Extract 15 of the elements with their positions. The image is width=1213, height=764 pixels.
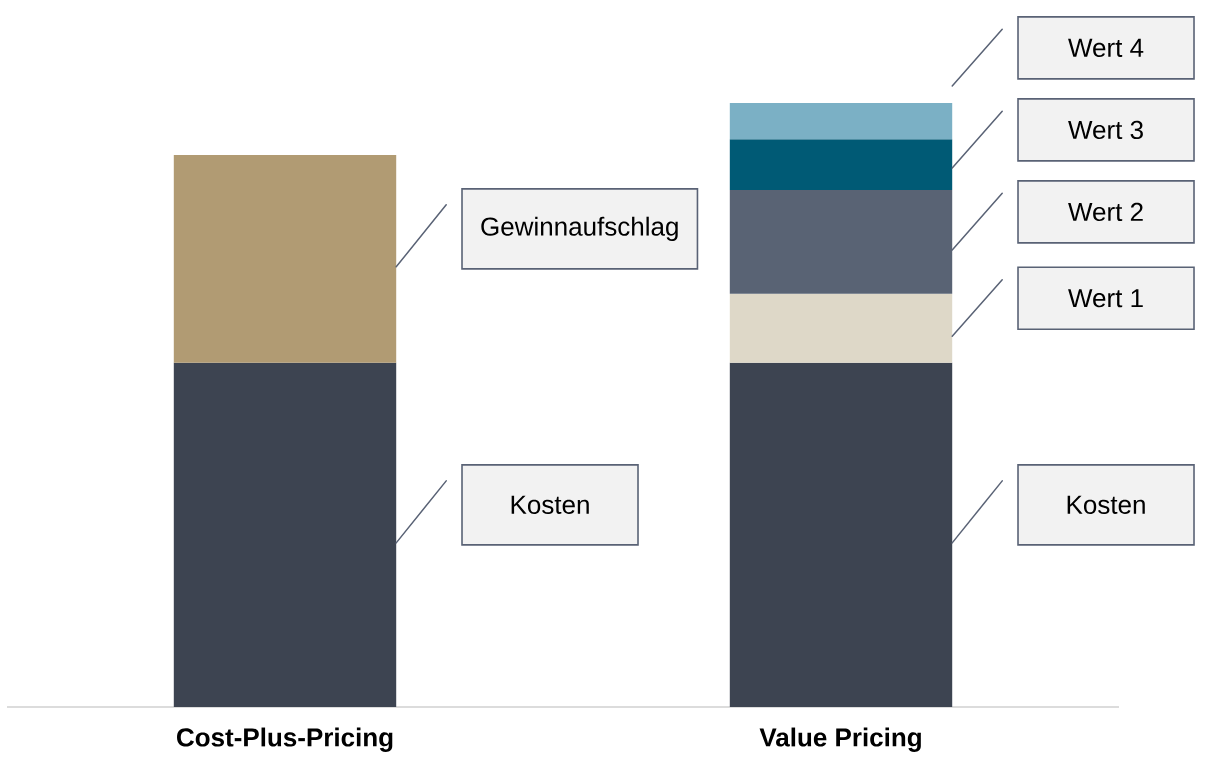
text: Wert 4 — [1068, 38, 1144, 57]
annotation: Wert 3 — [1068, 120, 1143, 140]
annotation: Wert 1 — [1068, 289, 1143, 308]
annotation: Wert 2 — [1068, 202, 1143, 222]
annotation: Kosten — [511, 495, 589, 514]
annotation: Kosten — [1067, 495, 1145, 514]
bar — [173, 154, 397, 363]
bar — [729, 293, 953, 363]
bar — [173, 362, 397, 707]
bar — [729, 362, 953, 707]
x-tick-label: Value Pricing — [759, 727, 921, 752]
annotation: Gewinnaufschlag — [481, 216, 678, 241]
bar — [729, 139, 953, 190]
bar — [729, 103, 953, 140]
x-tick-label: Cost-Plus-Pricing — [177, 727, 393, 752]
